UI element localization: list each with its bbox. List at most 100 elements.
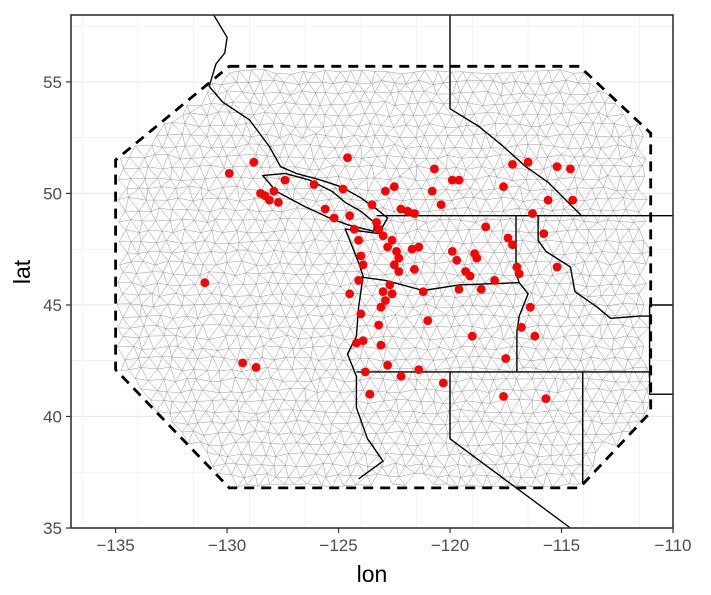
data-point [269,186,279,196]
data-point [418,287,428,296]
data-point [338,184,348,194]
data-point [381,296,390,305]
data-point [452,255,462,265]
x-tick-label: −135 [96,536,134,555]
data-point [356,251,366,261]
points [200,153,578,403]
data-point [374,320,384,330]
x-tick-label: −120 [431,536,469,555]
mesh-edges [116,69,651,488]
data-point [552,162,562,172]
data-point [360,367,370,377]
data-point [552,262,562,272]
y-tick-label: 55 [43,73,62,92]
panel-border [70,14,674,529]
data-point [472,253,482,263]
data-point [345,211,355,221]
y-axis: 35 40 45 50 55 [43,73,71,538]
data-point [394,253,404,263]
data-point [265,195,274,205]
data-point [436,200,446,210]
x-tick-label: −110 [654,536,691,555]
data-point [568,195,578,205]
id-mt-border [537,215,650,319]
data-point [376,302,386,312]
data-point [345,289,355,299]
data-point [224,169,234,178]
data-point [392,247,401,256]
data-point [541,394,551,403]
data-point [523,157,533,167]
data-point [387,289,397,299]
data-point [383,360,392,370]
x-tick-label: −125 [319,536,357,555]
data-point [200,278,210,288]
data-point [394,267,404,276]
data-point [499,392,508,401]
data-point [499,182,508,192]
domain-outline [114,64,653,490]
data-point [407,244,417,254]
wy-border [648,305,673,395]
data-point [367,200,377,210]
data-point [430,164,439,174]
y-tick-label: 40 [43,407,62,426]
data-point [274,198,283,207]
data-point [309,180,319,189]
data-point [514,269,524,279]
data-point [372,218,381,227]
data-point [427,186,437,196]
data-point [396,371,406,381]
bc-alberta-border [449,15,583,217]
data-point [512,262,522,272]
data-point [465,271,475,281]
data-point [508,160,517,169]
data-point [410,209,419,218]
data-point [389,260,399,270]
data-point [251,363,261,372]
data-point [378,287,388,296]
mesh [116,69,651,488]
data-point [320,204,330,214]
x-axis: −135 −130 −125 −120 −115 −110 [96,528,692,555]
state-boundaries [208,14,673,529]
data-point [481,222,491,232]
data-point [358,260,368,270]
data-point [414,242,424,252]
ca-nv-border [449,371,571,529]
data-point [447,175,457,185]
data-point [365,389,375,399]
data-point [476,284,486,294]
x-tick-label: −130 [208,536,246,555]
y-axis-title: lat [9,259,35,284]
data-point [525,302,535,312]
data-point [454,284,464,294]
domain-boundary [114,64,653,490]
y-tick-label: 35 [43,519,62,538]
data-point [454,175,464,185]
x-tick-label: −115 [543,536,580,555]
data-point [238,358,248,368]
data-point [383,242,392,252]
data-point [503,233,513,243]
data-point [385,280,395,290]
data-point [517,322,526,332]
data-point [528,209,537,218]
data-point [566,164,575,174]
data-point [329,213,339,223]
data-point [423,316,433,325]
data-point [389,182,399,192]
data-point [354,235,363,245]
data-point [354,276,363,285]
data-point [447,247,457,256]
data-point [349,224,359,234]
data-point [356,309,366,319]
y-tick-label: 45 [43,296,62,315]
data-point [378,231,388,241]
coastline [208,14,389,480]
data-point [438,378,448,388]
data-point [403,206,413,216]
data-point [467,331,477,341]
data-point [410,264,419,274]
y-tick-label: 50 [43,184,62,203]
